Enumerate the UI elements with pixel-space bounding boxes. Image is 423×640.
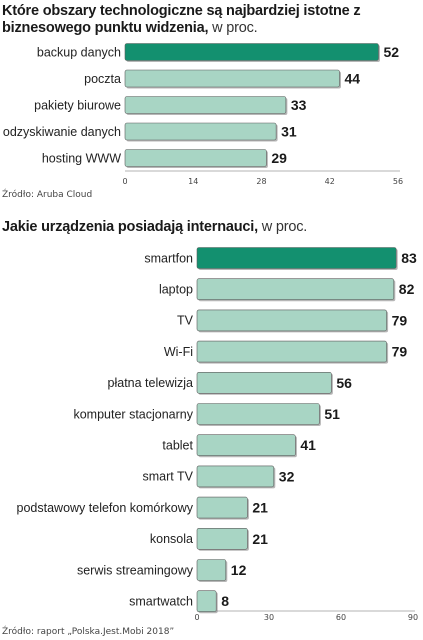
chart-2-bar [196, 465, 275, 488]
chart-2-value-label: 56 [336, 375, 352, 391]
chart-1-value-label: 44 [345, 71, 361, 87]
chart-1-value-label: 31 [281, 124, 297, 140]
chart-1-category-label: backup danych [37, 45, 121, 59]
chart-2-value-label: 82 [399, 281, 415, 297]
chart-2-category-label: smartfon [144, 251, 193, 265]
chart-1-bar [124, 43, 379, 61]
chart-1-value-label: 52 [384, 44, 400, 60]
chart-2-category-label: smartwatch [129, 595, 193, 609]
chart-2-title-text: Jakie urządzenia posiadają internauci, [2, 219, 258, 235]
chart-1-x-tick-label: 28 [256, 177, 266, 186]
chart-2-value-label: 41 [300, 437, 316, 453]
chart-2-bar [196, 434, 296, 457]
chart-2-bar [196, 527, 248, 550]
chart-1-x-tick-label: 42 [325, 177, 335, 186]
chart-2-value-label: 83 [401, 250, 417, 266]
chart-2-x-tick-label: 90 [408, 613, 418, 622]
chart-2-bar [196, 371, 332, 394]
chart-2-category-label: smart TV [143, 470, 194, 484]
chart-1-value-label: 29 [271, 150, 287, 166]
chart-2-category-label: komputer stacjonarny [73, 407, 193, 421]
chart-2-title: Jakie urządzenia posiadają internauci, w… [2, 219, 422, 236]
chart-1-source: Źródło: Aruba Cloud [2, 190, 93, 200]
chart-2-category-label: płatna telewizja [108, 376, 194, 390]
chart-2-bar [196, 247, 397, 269]
chart-1-bar [124, 122, 277, 141]
chart-2-bar [196, 590, 217, 613]
chart-2-x-tick-label: 0 [194, 613, 199, 622]
chart-1-bar [124, 149, 267, 167]
chart-2-value-label: 8 [221, 593, 229, 609]
chart-1-category-label: odzyskiwanie danych [3, 125, 121, 139]
chart-2-value-label: 21 [252, 531, 268, 547]
chart-2-bar [196, 309, 387, 332]
chart-2-category-label: TV [177, 314, 194, 328]
chart-1-title-text: Które obszary technologiczne są najbardz… [2, 3, 361, 36]
chart-2-category-label: Wi-Fi [164, 345, 193, 359]
chart-1-bar [124, 69, 340, 88]
chart-2-bar [196, 496, 248, 519]
chart-1-value-label: 33 [291, 97, 307, 113]
chart-1-x-tick-label: 56 [393, 177, 403, 186]
chart-1-x-tick-label: 0 [122, 177, 127, 186]
chart-2-x-tick-label: 60 [336, 613, 346, 622]
chart-1-title: Które obszary technologiczne są najbardz… [2, 3, 422, 37]
chart-1-x-tick-label: 14 [188, 177, 198, 186]
chart-2-category-label: konsola [150, 532, 193, 546]
chart-1-category-label: poczta [84, 72, 121, 86]
chart-2-bar [196, 278, 395, 301]
chart-2-value-label: 32 [279, 468, 295, 484]
chart-1-bar [124, 96, 287, 114]
chart-1-svg: 0 14 28 42 56 backup danych 52 poczta 44 pakiety … [3, 43, 403, 186]
chart-2-bar [196, 340, 387, 363]
chart-2-category-label: tablet [162, 439, 193, 453]
chart-2-category-label: laptop [159, 283, 193, 297]
chart-2-title-unit: w proc. [261, 219, 308, 235]
chart-2-category-label: serwis streamingowy [77, 563, 194, 577]
chart-2-value-label: 21 [252, 500, 268, 516]
chart-2-category-label: podstawowy telefon komórkowy [17, 501, 194, 515]
chart-1-category-label: hosting WWW [42, 151, 121, 165]
chart-2-value-label: 51 [324, 406, 340, 422]
chart-2-x-tick-label: 30 [264, 613, 274, 622]
chart-2-source: Źródło: raport „Polska.Jest.Mobi 2018” [2, 627, 175, 637]
chart-2-value-label: 79 [392, 344, 408, 360]
chart-2-value-label: 12 [231, 562, 247, 578]
chart-2-value-label: 79 [392, 312, 408, 328]
chart-1-category-label: pakiety biurowe [34, 98, 121, 112]
chart-1-title-unit: w proc. [212, 20, 258, 36]
chart-2-bar [196, 403, 320, 425]
chart-2-bar [196, 559, 227, 581]
